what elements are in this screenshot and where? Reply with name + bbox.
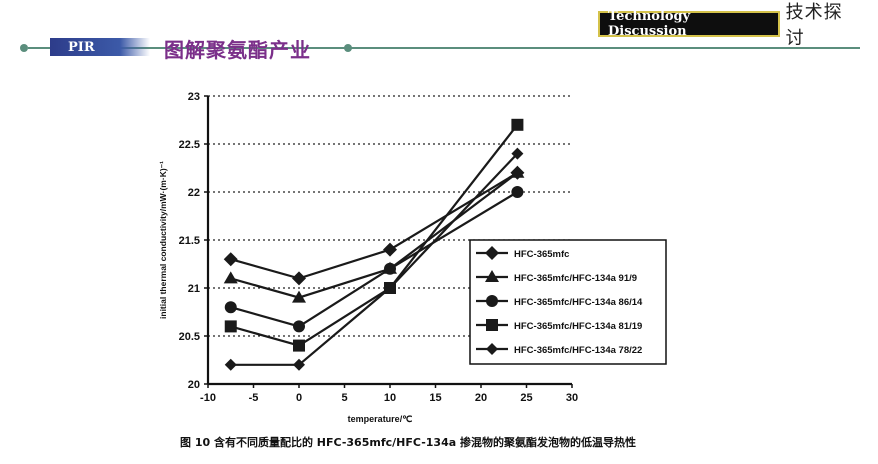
legend-label-3: HFC-365mfc/HFC-134a 86/14 [514,297,643,308]
badge-english-label: Technology Discussion [598,9,780,39]
y-tick-label: 20 [188,379,200,391]
badge-chinese-label: 技术探讨 [785,2,843,49]
y-tick-label: 20.5 [179,331,200,343]
legend-marker-3 [486,295,498,307]
x-tick-label: 5 [341,392,347,404]
x-tick-label: 30 [566,392,578,404]
y-tick-label: 21 [188,283,200,295]
legend-marker-2 [485,270,499,282]
x-tick-label: 20 [475,392,487,404]
divider-left-dot [20,44,28,52]
x-tick-label: 15 [429,392,441,404]
series-3-point [384,262,396,275]
series-line-5 [230,152,519,366]
series-2-point [510,165,525,178]
series-2-point [223,271,238,284]
series-4-point [511,118,524,131]
series-5-point [511,147,524,160]
x-tick-label: -10 [200,392,216,404]
legend-label-1: HFC-365mfc [514,249,569,260]
x-tick-label: 0 [296,392,302,404]
series-5-point [384,282,396,294]
technology-discussion-badge: Technology Discussion 技术探讨 [598,2,860,49]
legend-marker-5 [486,343,498,355]
legend-marker-1 [485,246,499,260]
legend-label-5: HFC-365mfc/HFC-134a 78/22 [514,345,642,356]
series-line-3 [230,191,518,328]
divider-mid-dot [344,44,352,52]
legend-label-4: HFC-365mfc/HFC-134a 81/19 [514,321,642,332]
series-1-point [223,252,238,267]
series-3-point [511,186,524,198]
legend-marker-4 [486,319,498,331]
series-1-point [292,271,306,286]
series-5-point [224,358,237,371]
y-axis-title: initial thermal conductivity/mW·(m·K)⁻¹ [158,161,168,319]
figure-caption: 图 10 含有不同质量配比的 HFC-365mfc/HFC-134a 掺混物的聚… [180,436,636,449]
x-tick-label: -5 [249,392,259,404]
series-2-point [292,290,306,303]
series-1-point [383,242,397,257]
series-4-point [224,320,237,333]
x-tick-label: 25 [520,392,532,404]
series-5-point [293,358,305,371]
x-tick-label: 10 [384,392,396,404]
y-tick-label: 22.5 [179,139,200,151]
page-title: 图解聚氨酯产业 [164,38,311,62]
x-axis-title: temperature/℃ [348,414,413,424]
header-divider-line [28,47,860,49]
series-4-point [293,339,305,352]
series-3-point [293,320,305,333]
series-3-point [224,301,237,314]
series-line-1 [230,171,518,280]
series-line-4 [230,124,519,347]
y-tick-label: 23 [188,91,200,103]
pir-section-tab: PIR [50,38,150,56]
y-tick-label: 21.5 [179,235,200,247]
legend-label-2: HFC-365mfc/HFC-134a 91/9 [514,273,637,284]
y-tick-label: 22 [188,187,200,199]
